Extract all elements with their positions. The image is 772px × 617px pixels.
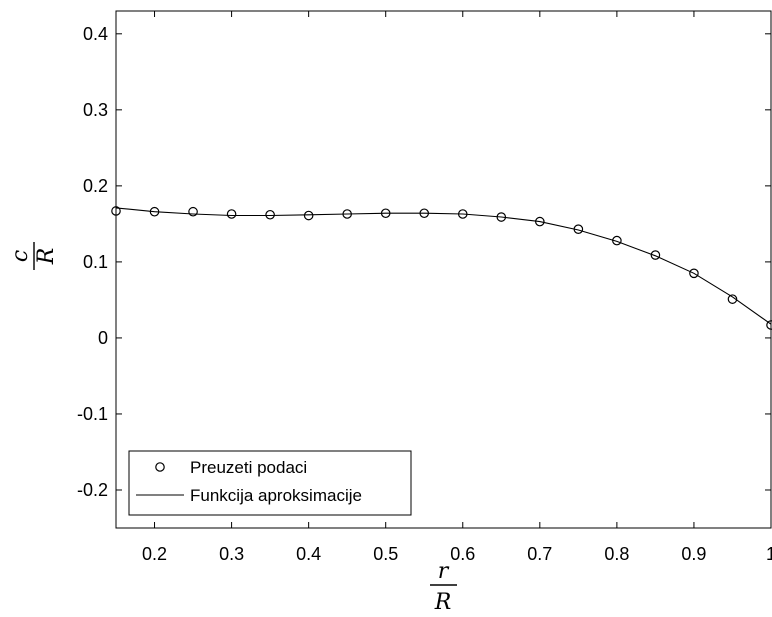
y-tick-label: -0.2 bbox=[77, 480, 108, 500]
y-tick-label: 0.2 bbox=[83, 176, 108, 196]
x-tick-label: 0.2 bbox=[142, 544, 167, 564]
series-layer bbox=[111, 206, 772, 330]
y-tick-label: 0.4 bbox=[83, 24, 108, 44]
data-point-preuzeti-podaci bbox=[342, 209, 352, 219]
data-point-preuzeti-podaci bbox=[612, 235, 622, 246]
data-point-preuzeti-podaci bbox=[535, 216, 545, 227]
legend: Preuzeti podaci Funkcija aproksimacije bbox=[128, 450, 412, 516]
x-tick-label: 0.6 bbox=[450, 544, 475, 564]
data-point-preuzeti-podaci bbox=[727, 294, 738, 304]
plot-area bbox=[115, 10, 772, 529]
legend-label-preuzeti-podaci: Preuzeti podaci bbox=[190, 458, 307, 477]
data-point-preuzeti-podaci bbox=[573, 224, 584, 235]
x-axis-ticks: 0.2 0.3 0.4 0.5 0.6 0.7 0.8 0.9 1 bbox=[142, 11, 772, 564]
x-axis-label-denominator: R bbox=[434, 590, 452, 615]
y-tick-label: -0.1 bbox=[77, 404, 108, 424]
data-point-preuzeti-podaci bbox=[380, 208, 391, 219]
y-tick-label: 0 bbox=[98, 328, 108, 348]
data-point-preuzeti-podaci bbox=[226, 209, 237, 219]
legend-box bbox=[128, 450, 412, 516]
y-axis-label-denominator: R bbox=[34, 248, 59, 266]
y-axis-ticks: -0.2 -0.1 0 0.1 0.2 0.3 0.4 bbox=[77, 24, 771, 500]
legend-marker-open-circle bbox=[155, 462, 165, 472]
data-point-preuzeti-podaci bbox=[457, 209, 468, 219]
x-tick-label: 0.4 bbox=[296, 544, 321, 564]
data-point-preuzeti-podaci bbox=[111, 206, 121, 216]
data-point-preuzeti-podaci bbox=[149, 206, 160, 217]
data-point-preuzeti-podaci bbox=[766, 320, 772, 330]
x-tick-label: 1 bbox=[766, 544, 772, 564]
data-point-preuzeti-podaci bbox=[265, 209, 275, 220]
data-point-preuzeti-podaci bbox=[650, 250, 661, 260]
y-tick-label: 0.1 bbox=[83, 252, 108, 272]
y-axis-label-numerator: c bbox=[8, 250, 33, 262]
series-line-funkcija-aproksimacije bbox=[115, 207, 772, 325]
data-point-preuzeti-podaci bbox=[689, 268, 699, 279]
x-tick-label: 0.3 bbox=[219, 544, 244, 564]
data-point-preuzeti-podaci bbox=[419, 208, 430, 219]
y-axis-label: c R bbox=[8, 242, 59, 270]
data-point-preuzeti-podaci bbox=[188, 206, 198, 217]
legend-label-funkcija-aproksimacije: Funkcija aproksimacije bbox=[190, 486, 362, 505]
x-axis-label-numerator: r bbox=[438, 559, 450, 584]
y-tick-label: 0.3 bbox=[83, 100, 108, 120]
x-tick-label: 0.5 bbox=[373, 544, 398, 564]
data-point-preuzeti-podaci bbox=[496, 212, 507, 222]
x-tick-label: 0.8 bbox=[604, 544, 629, 564]
x-tick-label: 0.7 bbox=[527, 544, 552, 564]
data-point-preuzeti-podaci bbox=[303, 210, 314, 221]
x-tick-label: 0.9 bbox=[681, 544, 706, 564]
x-axis-label: r R bbox=[430, 559, 457, 615]
